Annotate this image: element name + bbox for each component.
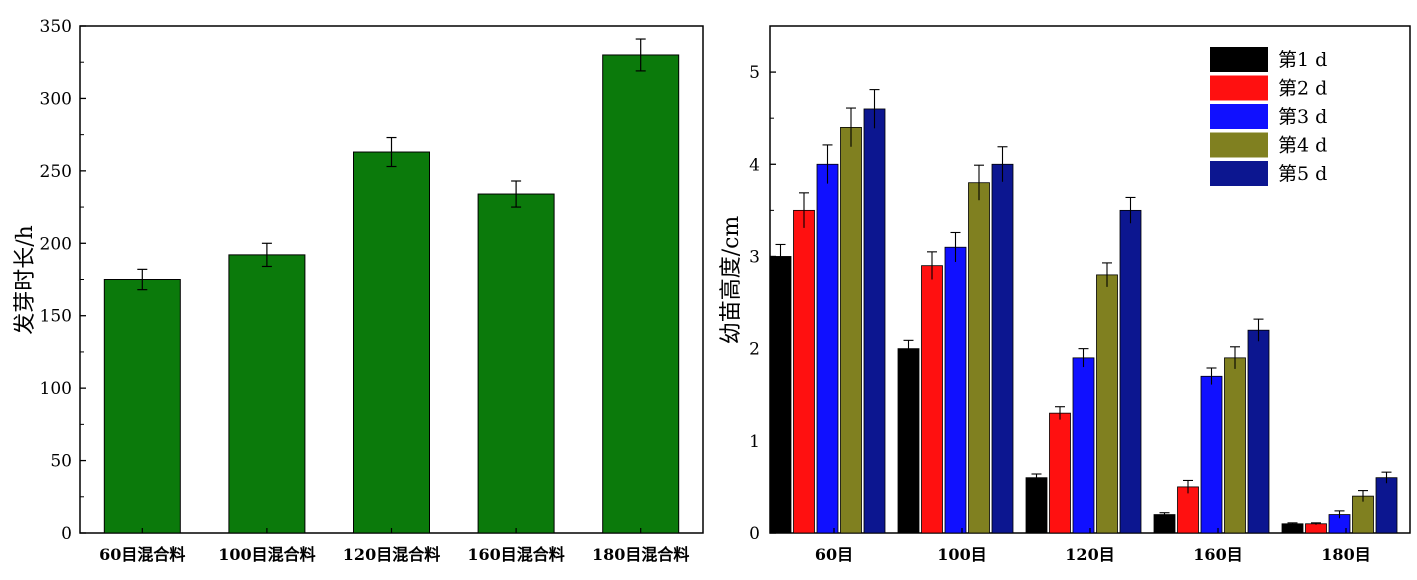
legend: 第1 d 第2 d 第3 d 第4 d 第5 d — [1210, 47, 1327, 186]
bar — [1177, 486, 1199, 534]
germination-time-chart: 发芽时长/h 0 50 100 150 200 250 300 350 60目混合料 100目混合… — [13, 17, 704, 564]
bar — [1200, 375, 1223, 534]
bar — [1025, 477, 1048, 534]
x-tick-label: 180目混合料 — [592, 545, 689, 564]
bar — [840, 127, 862, 534]
bar — [1375, 477, 1398, 534]
x-tick-label: 160目 — [1193, 545, 1242, 564]
bar — [1072, 357, 1095, 534]
bar — [602, 54, 680, 534]
x-tick-label: 160目混合料 — [467, 545, 564, 564]
y-tick-label: 250 — [40, 162, 72, 182]
y-tick-label: 350 — [40, 17, 72, 37]
y-tick-label: 150 — [40, 307, 72, 327]
x-tick-label: 120目 — [1065, 545, 1114, 564]
seedling-height-chart: 幼苗高度/cm 0 1 2 3 4 5 60目 100目 120目 160目 180目 第1 d 第2… — [719, 25, 1411, 564]
bar — [944, 246, 967, 534]
x-tick-label: 100目 — [937, 545, 986, 564]
legend-swatch — [1210, 75, 1268, 101]
bar — [353, 151, 430, 534]
y-axis-title: 幼苗高度/cm — [719, 216, 744, 345]
legend-swatch — [1210, 132, 1268, 158]
y-tick-label: 200 — [40, 234, 72, 254]
legend-label: 第3 d — [1278, 106, 1327, 128]
bar — [816, 163, 839, 534]
bar — [477, 193, 555, 534]
y-tick-label: 0 — [61, 524, 72, 544]
bar — [863, 108, 886, 534]
bar — [968, 182, 990, 534]
bar — [921, 265, 943, 534]
y-tick-label: 300 — [40, 89, 72, 109]
legend-swatch — [1210, 161, 1268, 186]
bar — [1247, 329, 1270, 534]
bar — [103, 279, 181, 534]
y-tick-label: 4 — [749, 155, 760, 175]
y-tick-label: 3 — [749, 247, 760, 267]
bar — [1281, 523, 1304, 534]
y-tick-label: 1 — [749, 432, 760, 452]
bar — [1224, 357, 1246, 534]
x-tick-label: 180目 — [1321, 545, 1370, 564]
legend-label: 第5 d — [1278, 163, 1327, 185]
y-axis-title: 发芽时长/h — [13, 225, 38, 335]
legend-label: 第4 d — [1278, 135, 1327, 157]
bar — [1049, 412, 1071, 534]
y-tick-label: 2 — [749, 340, 760, 360]
x-tick-label: 100目混合料 — [218, 545, 315, 564]
bar — [793, 209, 815, 534]
bar — [1153, 514, 1176, 534]
y-tick-label: 50 — [50, 452, 72, 472]
legend-label: 第2 d — [1278, 78, 1327, 100]
bar — [991, 163, 1014, 534]
bar — [1119, 209, 1142, 534]
bar — [1096, 274, 1118, 534]
x-tick-label: 60目混合料 — [99, 545, 185, 564]
bar — [769, 256, 792, 534]
y-tick-label: 100 — [40, 379, 72, 399]
bar — [897, 348, 920, 534]
legend-swatch — [1210, 104, 1268, 129]
bar — [228, 254, 306, 534]
bar — [1305, 523, 1327, 534]
y-tick-label: 5 — [749, 63, 760, 83]
legend-swatch — [1210, 47, 1268, 72]
x-tick-label: 60目 — [815, 545, 853, 564]
x-tick-label: 120目混合料 — [343, 545, 440, 564]
y-tick-label: 0 — [749, 524, 760, 544]
legend-label: 第1 d — [1278, 49, 1327, 71]
